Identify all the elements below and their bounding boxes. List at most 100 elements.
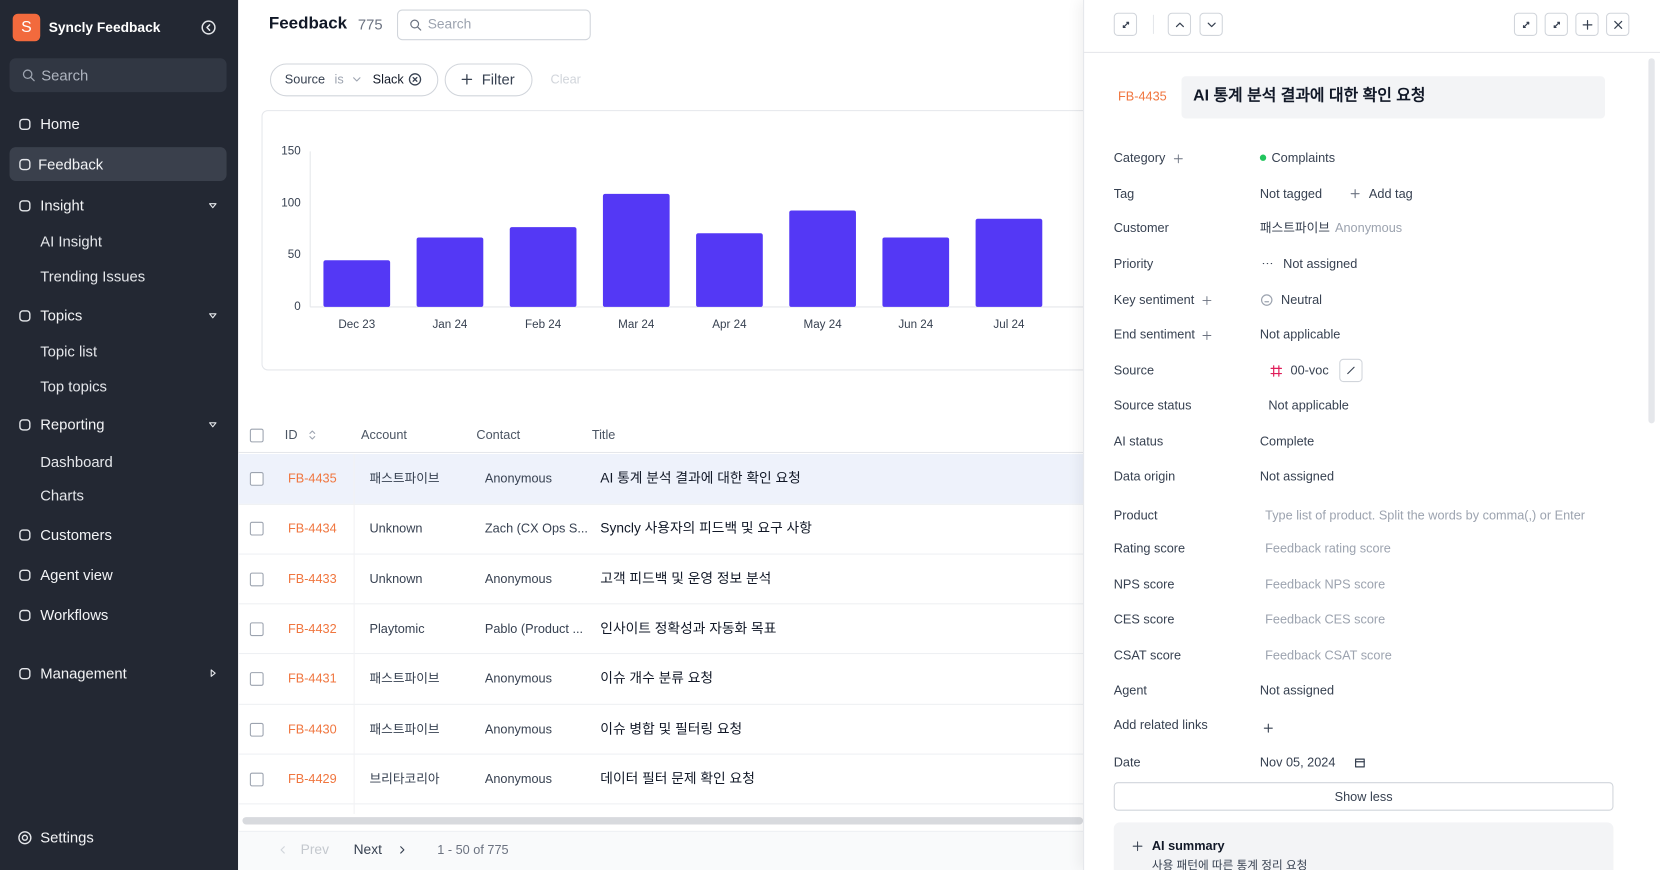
nav-subitem[interactable]: Dashboard: [40, 452, 113, 470]
field-value[interactable]: Not tagged: [1259, 186, 1323, 202]
page-title: Feedback: [268, 14, 348, 33]
nav-item[interactable]: Reporting: [40, 415, 105, 433]
account: 패스트파이브: [369, 470, 440, 486]
field-value[interactable]: Not applicable: [1268, 397, 1349, 413]
nav-active: [9, 147, 227, 181]
nav-item[interactable]: Home: [40, 115, 80, 133]
checkbox[interactable]: [249, 772, 264, 787]
show-less[interactable]: Show less: [1334, 789, 1393, 804]
nav-item[interactable]: Management: [40, 664, 127, 682]
pagination-bar: [238, 830, 1084, 870]
account: Playtomic: [369, 621, 425, 636]
clear-filter[interactable]: Clear: [550, 71, 581, 87]
feedback-title[interactable]: Syncly 사용자의 피드백 및 요구 사항: [600, 519, 812, 536]
checkbox[interactable]: [249, 472, 264, 486]
field-value[interactable]: 패스트파이브: [1259, 220, 1330, 235]
source-link[interactable]: [1339, 358, 1363, 383]
toolbar-divider: [1152, 14, 1154, 34]
nav-icon: [18, 418, 31, 431]
nav-subitem[interactable]: Topic list: [40, 342, 98, 360]
nav-item[interactable]: Workflows: [40, 606, 109, 624]
feedback-id[interactable]: FB-4429: [287, 771, 337, 787]
checkbox[interactable]: [249, 428, 264, 443]
page-range: 1 - 50 of 775: [437, 842, 509, 858]
field-value[interactable]: Not assigned: [1283, 256, 1358, 271]
field-value[interactable]: Neutral: [1281, 292, 1322, 307]
sidebar-search[interactable]: [9, 58, 227, 93]
toolbar-button[interactable]: [1513, 12, 1538, 36]
feedback-id[interactable]: FB-4433: [287, 571, 337, 586]
nav-subitem[interactable]: Trending Issues: [40, 267, 146, 285]
feedback-title[interactable]: 인사이트 정확성과 자동화 목표: [600, 620, 777, 636]
feedback-id[interactable]: FB-4430: [287, 721, 337, 737]
field-action[interactable]: Add tag: [1368, 186, 1413, 202]
filter-chip[interactable]: [269, 63, 439, 97]
toolbar-button[interactable]: [1113, 12, 1138, 36]
field-value[interactable]: Not assigned: [1259, 468, 1335, 484]
feedback-title[interactable]: AI 통계 분석 결과에 대한 확인 요청: [600, 469, 801, 486]
field-placeholder[interactable]: Feedback CSAT score: [1265, 647, 1392, 663]
nav-subitem[interactable]: AI Insight: [40, 232, 103, 250]
field-label: NPS score: [1113, 576, 1175, 592]
toolbar-button[interactable]: [1167, 12, 1192, 36]
toolbar-button[interactable]: [1575, 12, 1599, 36]
bar: [882, 237, 950, 307]
add-filter-text[interactable]: Filter: [481, 70, 515, 88]
add-filter[interactable]: [444, 63, 533, 97]
dots: [1262, 262, 1273, 265]
toolbar-button[interactable]: [1199, 12, 1223, 36]
caret: [210, 669, 216, 677]
bar: [509, 227, 577, 307]
checkbox[interactable]: [249, 572, 264, 586]
checkbox[interactable]: [249, 672, 264, 687]
nav-item[interactable]: Agent view: [40, 566, 113, 584]
feedback-title[interactable]: 이슈 개수 분류 요청: [600, 670, 714, 687]
checkbox[interactable]: [249, 722, 264, 737]
feedback-id[interactable]: FB-4432: [287, 621, 337, 636]
prev[interactable]: Prev: [300, 841, 329, 858]
slack-icon: [1269, 364, 1282, 377]
field-value[interactable]: Complete: [1259, 433, 1315, 449]
field-label: Priority: [1113, 256, 1154, 271]
nav-item[interactable]: Feedback: [38, 155, 104, 173]
nav-icon: [18, 569, 31, 581]
field-placeholder[interactable]: Feedback CES score: [1265, 611, 1386, 627]
field-placeholder[interactable]: Feedback NPS score: [1265, 576, 1386, 592]
field-value[interactable]: Not assigned: [1259, 682, 1335, 698]
nav-item[interactable]: Insight: [40, 196, 84, 214]
nav-subitem[interactable]: Top topics: [40, 377, 107, 395]
toolbar-button[interactable]: [1544, 12, 1568, 36]
field-placeholder[interactable]: Type list of product. Split the words by…: [1265, 508, 1586, 523]
toolbar-button[interactable]: [1606, 12, 1630, 36]
y-tick-label: 50: [288, 248, 301, 261]
field-label: Data origin: [1113, 468, 1176, 484]
field-value[interactable]: Nov 05, 2024: [1259, 754, 1336, 770]
feedback-title[interactable]: 이슈 병합 및 필터링 요청: [600, 720, 743, 737]
bar: [975, 218, 1043, 307]
nav-icon: [18, 199, 31, 211]
nav-item[interactable]: Topics: [40, 306, 83, 324]
feedback-id[interactable]: FB-4435: [287, 470, 337, 486]
checkbox[interactable]: [249, 622, 264, 636]
settings[interactable]: Settings: [40, 828, 94, 846]
nav-item[interactable]: Customers: [40, 526, 112, 543]
field-value[interactable]: Not applicable: [1259, 327, 1341, 342]
feedback-id[interactable]: FB-4431: [287, 671, 337, 687]
link-icon: [1347, 366, 1355, 375]
column-header: Contact: [476, 427, 521, 443]
feedback-id[interactable]: FB-4434: [287, 521, 337, 536]
nav-subitem[interactable]: Charts: [40, 486, 84, 504]
checkbox[interactable]: [249, 522, 264, 536]
calendar-icon: [1354, 758, 1365, 767]
row-border: [238, 753, 1084, 755]
field-placeholder[interactable]: Feedback rating score: [1265, 540, 1391, 556]
header-search[interactable]: [397, 9, 591, 41]
show-less-button[interactable]: [1113, 782, 1614, 811]
feedback-title[interactable]: 고객 피드백 및 운영 정보 분석: [600, 570, 772, 586]
field-value[interactable]: 00-voc: [1290, 363, 1329, 378]
field-value[interactable]: Complaints: [1271, 150, 1336, 166]
feedback-title[interactable]: 데이터 필터 문제 확인 요청: [600, 770, 755, 787]
bar: [416, 237, 484, 307]
prev-icon: [280, 846, 285, 854]
next[interactable]: Next: [353, 841, 382, 858]
